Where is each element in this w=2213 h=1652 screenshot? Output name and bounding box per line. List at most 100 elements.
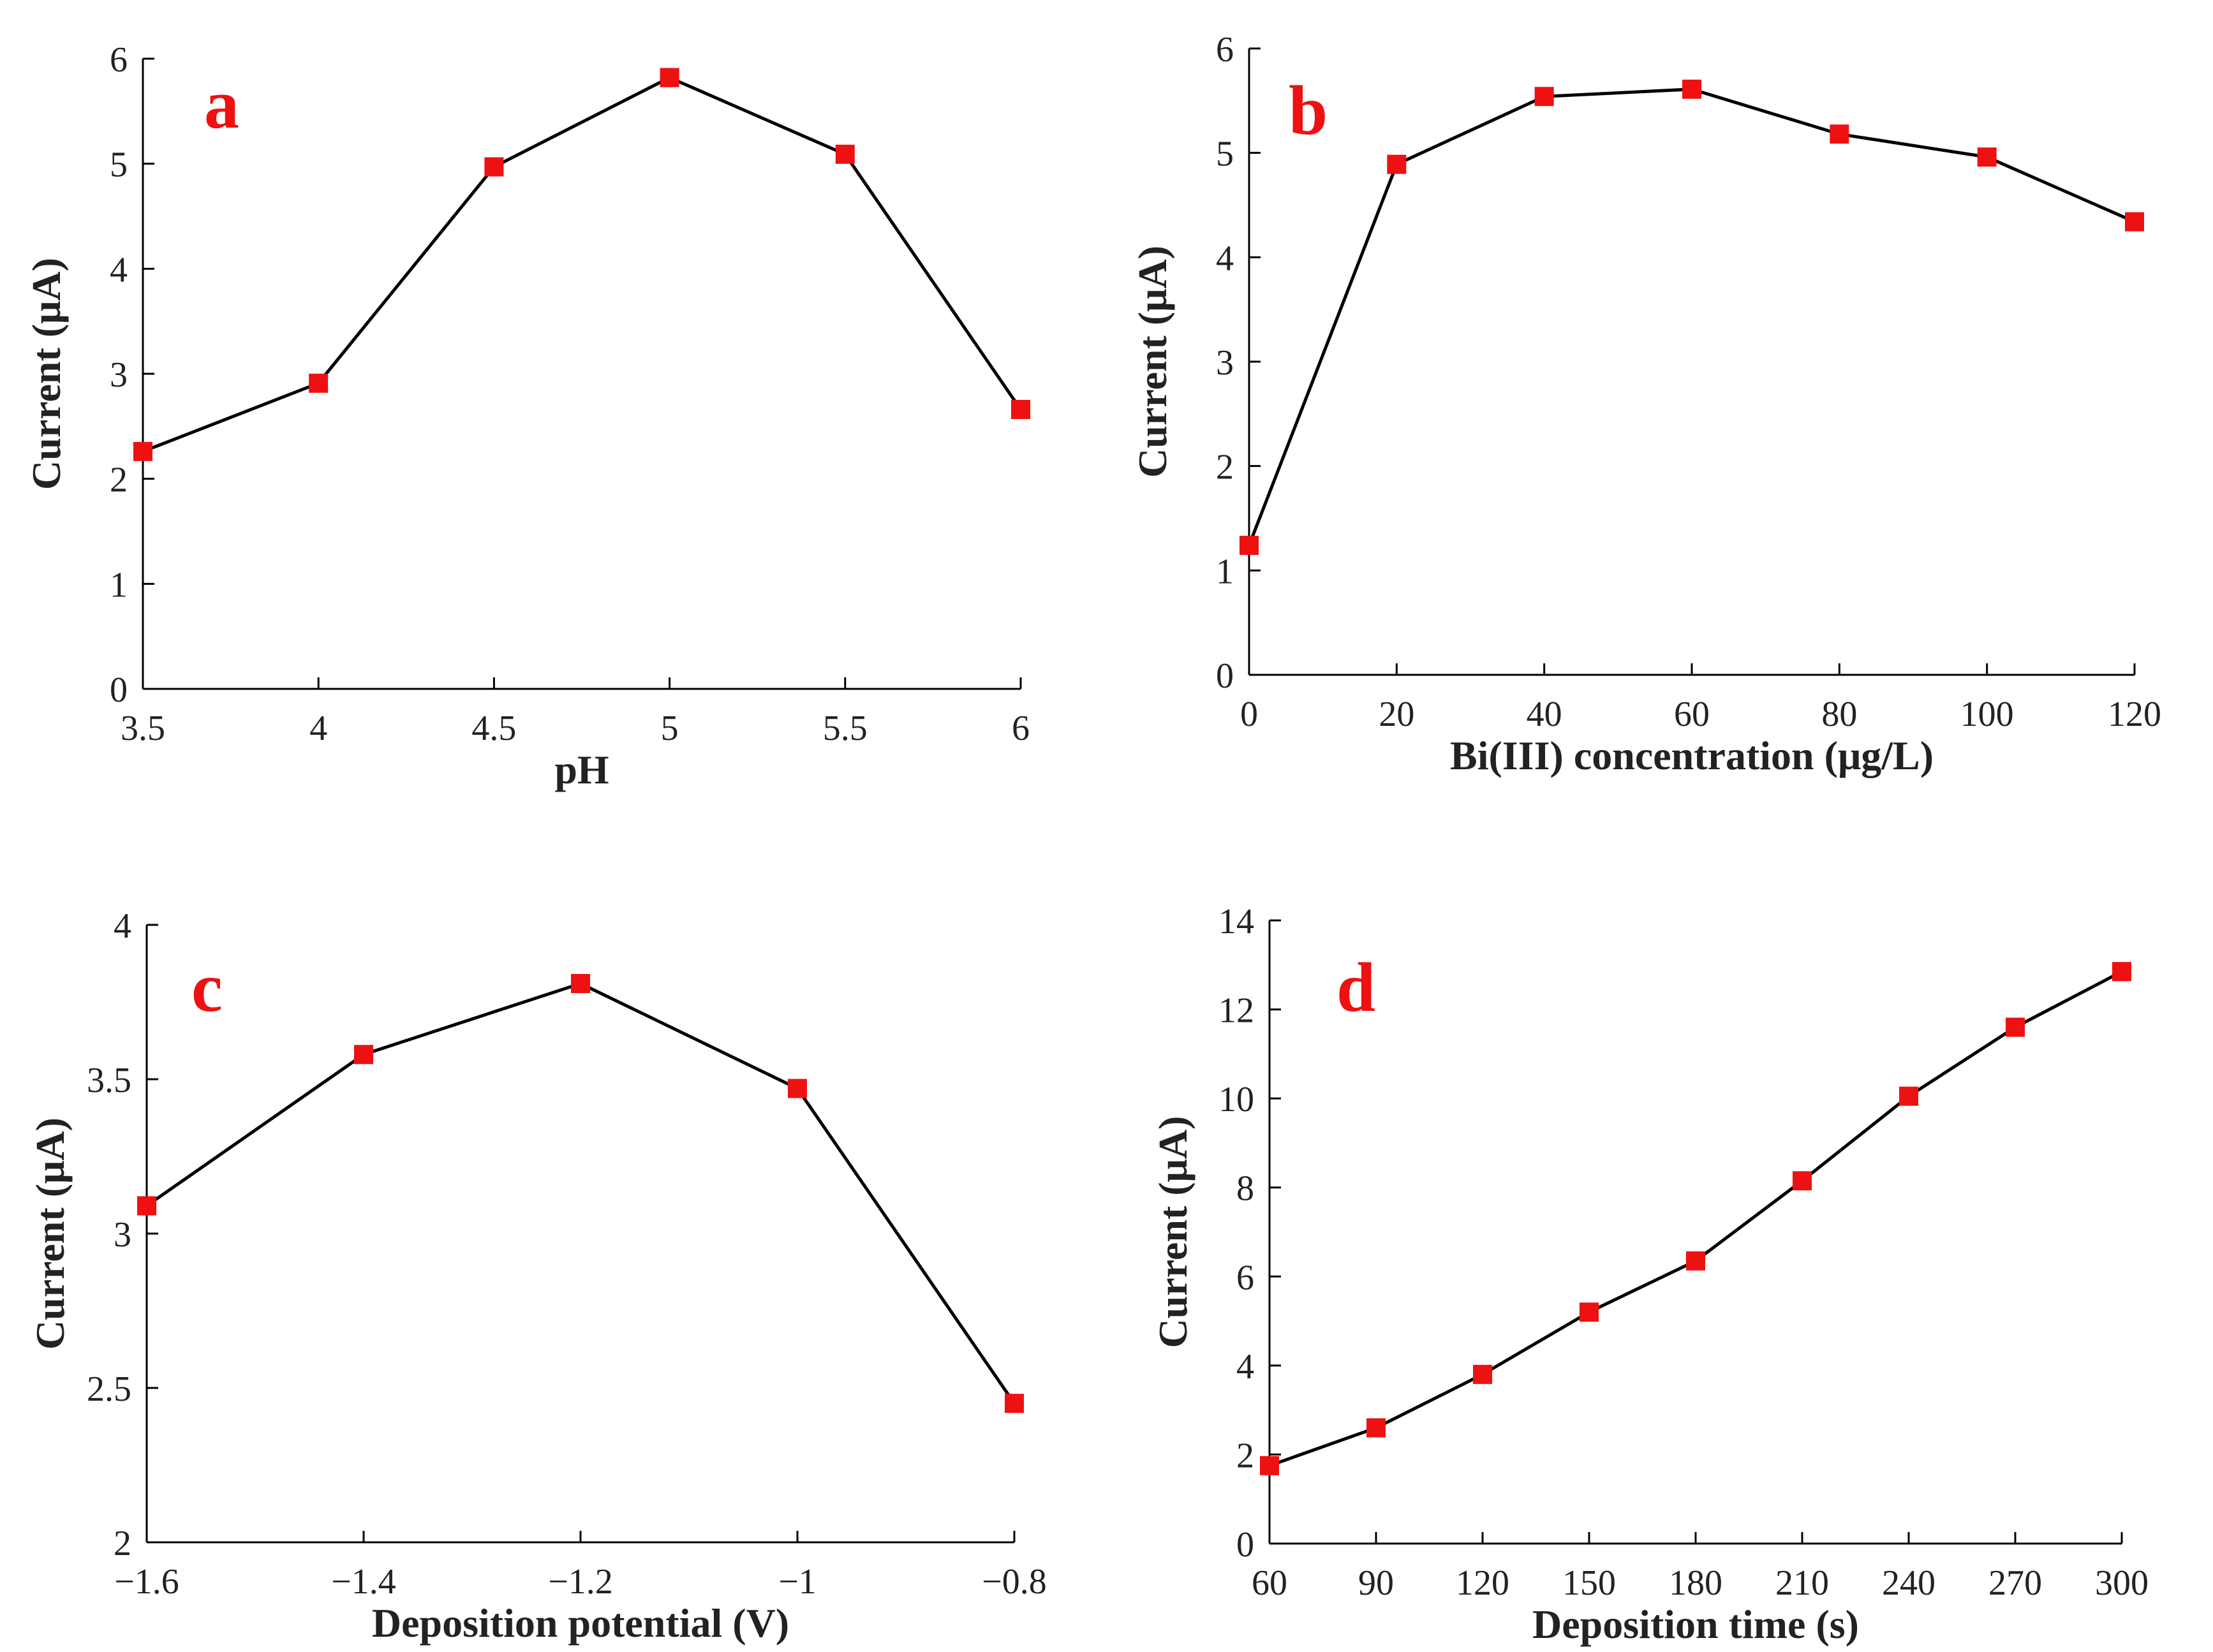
x-axis-title: Deposition potential (V): [372, 1600, 789, 1646]
panel-d: 60 90 120 150 180 210 240 270 300 0 2 4 6 8 10 12 14 Depo…: [1150, 902, 2149, 1647]
data-point-marker: [1240, 536, 1259, 556]
series-line: [142, 75, 1023, 454]
series-line: [1247, 87, 2136, 546]
panel-label: d: [1336, 948, 1375, 1026]
y-tick-label: 2: [1236, 1436, 1254, 1475]
y-tick-label: 2: [110, 461, 128, 500]
y-tick-label: 4: [1236, 1347, 1254, 1387]
y-tick-label: 10: [1218, 1080, 1254, 1119]
data-point-marker: [137, 1196, 156, 1216]
x-tick-label: 300: [2095, 1563, 2149, 1603]
series-line: [145, 982, 1016, 1405]
y-tick-label: 14: [1218, 902, 1254, 941]
data-point-marker: [1366, 1418, 1386, 1438]
series-line: [1269, 970, 2123, 1468]
y-tick-label: 2: [114, 1524, 131, 1563]
y-tick-label: 5: [1216, 135, 1234, 174]
x-tick-label: 6: [1012, 709, 1030, 748]
x-tick-label: 240: [1882, 1563, 1935, 1603]
x-axis-title: Bi(III) concentration (μg/L): [1450, 733, 1934, 778]
x-tick-label: −0.8: [982, 1562, 1047, 1602]
data-point-marker: [309, 373, 329, 393]
panel-c: −1.6 −1.4 −1.2 −1 −0.8 2 2.5 3 3.5 4 Deposition po…: [27, 906, 1047, 1646]
y-tick-label: 6: [110, 40, 128, 80]
x-tick-label: 4.5: [471, 709, 516, 748]
data-point-marker: [660, 68, 679, 87]
data-point-marker: [1005, 1394, 1024, 1413]
data-point-marker: [1534, 87, 1554, 107]
y-tick-label: 0: [1216, 656, 1234, 696]
data-point-marker: [2125, 212, 2144, 232]
data-point-marker: [2112, 962, 2131, 982]
data-point-marker: [354, 1045, 373, 1065]
data-point-marker: [1260, 1456, 1279, 1475]
panel-label: b: [1289, 71, 1328, 149]
y-tick-label: 3: [1216, 343, 1234, 383]
x-tick-label: 180: [1669, 1563, 1722, 1603]
x-tick-label: 60: [1674, 695, 1710, 734]
x-tick-label: −1.4: [331, 1562, 396, 1602]
data-point-marker: [2006, 1017, 2025, 1037]
y-tick-label: 2: [1216, 448, 1234, 487]
y-tick-label: 3: [114, 1215, 131, 1255]
data-point-marker: [1011, 399, 1030, 419]
x-axis-title: pH: [554, 747, 609, 792]
data-point-marker: [1977, 147, 1997, 167]
x-tick-label: −1.2: [548, 1562, 613, 1602]
x-tick-label: 80: [1821, 695, 1857, 734]
x-tick-label: 100: [1960, 695, 2014, 734]
y-tick-label: 0: [1236, 1525, 1254, 1565]
y-tick-label: 4: [1216, 239, 1234, 278]
x-tick-label: 90: [1358, 1563, 1394, 1603]
y-axis-title: Current (μA): [27, 1117, 73, 1350]
x-tick-label: 120: [1456, 1563, 1509, 1603]
data-point-marker: [1830, 124, 1849, 144]
y-tick-label: 1: [1216, 552, 1234, 591]
y-tick-label: 6: [1216, 30, 1234, 70]
data-point-marker: [133, 441, 152, 461]
x-tick-label: 5: [661, 709, 679, 748]
x-tick-label: −1: [778, 1562, 817, 1602]
x-tick-label: 210: [1775, 1563, 1829, 1603]
y-tick-label: 1: [110, 565, 128, 605]
data-point-marker: [1387, 154, 1407, 174]
x-tick-label: 60: [1252, 1563, 1287, 1603]
x-axis-title: Deposition time (s): [1532, 1602, 1859, 1647]
x-tick-label: 3.5: [121, 709, 165, 748]
x-tick-label: 5.5: [823, 709, 868, 748]
y-tick-label: 12: [1218, 991, 1254, 1031]
x-tick-label: 40: [1527, 695, 1562, 734]
y-axis-title: Current (μA): [24, 258, 69, 490]
y-tick-label: 2.5: [87, 1369, 131, 1409]
data-point-marker: [835, 144, 855, 164]
x-tick-label: 150: [1562, 1563, 1616, 1603]
panel-label: c: [191, 948, 223, 1026]
y-tick-label: 4: [110, 250, 128, 290]
panel-label: a: [204, 65, 239, 143]
data-point-marker: [1899, 1086, 1918, 1106]
data-point-marker: [1580, 1302, 1599, 1322]
x-tick-label: 4: [309, 709, 327, 748]
panel-b: 0 20 40 60 80 100 120 0 1 2 3 4 5 6 Bi(III) concentrat…: [1130, 30, 2161, 778]
x-tick-label: 120: [2108, 695, 2161, 734]
y-tick-label: 8: [1236, 1169, 1254, 1209]
y-axis-title: Current (μA): [1130, 246, 1175, 478]
y-tick-label: 5: [110, 145, 128, 185]
data-point-marker: [1682, 79, 1701, 99]
y-tick-label: 0: [110, 670, 128, 710]
data-point-marker: [571, 973, 590, 993]
x-tick-label: 20: [1379, 695, 1414, 734]
x-tick-label: 270: [1988, 1563, 2042, 1603]
y-axis-title: Current (μA): [1150, 1116, 1195, 1348]
data-point-marker: [1793, 1171, 1812, 1191]
y-tick-label: 3.5: [87, 1061, 131, 1100]
y-tick-label: 6: [1236, 1258, 1254, 1297]
panel-a: 3.5 4 4.5 5 5.5 6 0 1 2 3 4 5 6 pH Current (μA) a: [24, 40, 1030, 792]
x-tick-label: 0: [1240, 695, 1258, 734]
y-tick-label: 4: [114, 906, 131, 946]
data-point-marker: [1473, 1364, 1492, 1384]
x-tick-label: −1.6: [114, 1562, 179, 1602]
data-point-marker: [484, 157, 504, 177]
y-tick-label: 3: [110, 355, 128, 395]
